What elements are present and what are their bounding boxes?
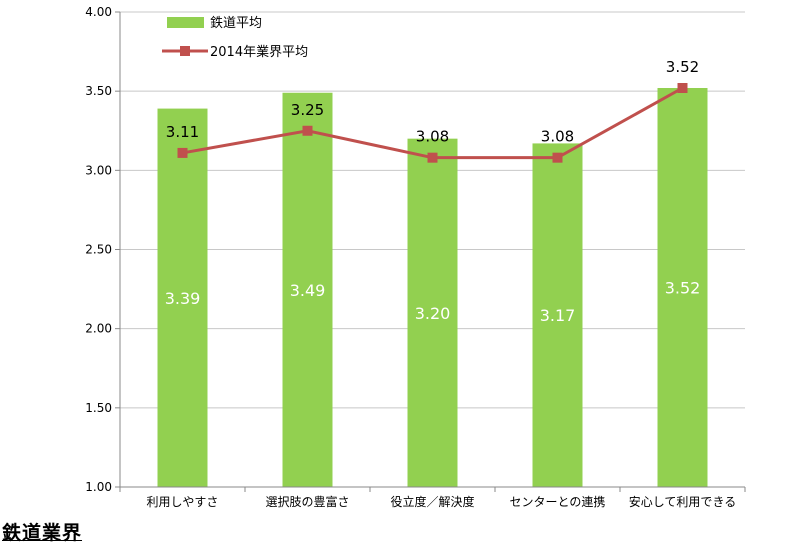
bar-data-label: 3.39	[165, 289, 201, 308]
bar	[532, 143, 583, 487]
line-point	[177, 147, 188, 158]
legend-swatch-bar	[167, 17, 204, 28]
bar	[157, 108, 208, 487]
line-point	[427, 152, 438, 163]
legend: 鉄道平均 2014年業界平均	[162, 16, 308, 60]
y-tick-label: 2.50	[85, 243, 112, 257]
x-tick-label: 安心して利用できる	[629, 494, 736, 509]
bar	[282, 92, 333, 487]
line-point	[552, 152, 563, 163]
line-data-label: 3.52	[666, 58, 699, 76]
bar	[407, 138, 458, 487]
x-axis: 利用しやすさ 選択肢の豊富さ 役立度／解決度 センターとの連携 安心して利用できる	[119, 486, 746, 509]
line-series: 3.11 3.25 3.08 3.08 3.52	[166, 58, 699, 163]
line-point	[302, 125, 313, 136]
line-data-label: 3.11	[166, 123, 199, 141]
x-tick-label: センターとの連携	[510, 494, 606, 509]
legend-swatch-marker	[180, 46, 190, 56]
x-tick-label: 利用しやすさ	[147, 495, 219, 509]
y-tick-label: 1.50	[85, 401, 112, 415]
legend-label-bar: 鉄道平均	[210, 16, 262, 31]
chart: 1.00 1.50 2.00 2.50 3.00 3.50 4.00 3.39 3.49 3.2…	[85, 5, 746, 509]
y-axis: 1.00 1.50 2.00 2.50 3.00 3.50 4.00	[85, 5, 121, 494]
x-tick-label: 選択肢の豊富さ	[265, 494, 349, 509]
legend-label-line: 2014年業界平均	[210, 44, 308, 60]
bar-data-label: 3.52	[665, 279, 701, 298]
bar-data-label: 3.17	[540, 306, 576, 325]
bar-data-label: 3.20	[415, 304, 451, 323]
bar-series: 3.39 3.49 3.20 3.17 3.52	[157, 88, 708, 487]
y-tick-label: 3.50	[85, 84, 112, 98]
y-tick-label: 1.00	[85, 480, 112, 494]
line-data-label: 3.08	[541, 128, 574, 146]
bar-data-label: 3.49	[290, 281, 326, 300]
bar	[657, 88, 708, 487]
y-tick-label: 2.00	[85, 322, 112, 336]
x-tick-label: 役立度／解決度	[390, 494, 474, 509]
y-tick-label: 4.00	[85, 5, 112, 19]
y-tick-label: 3.00	[85, 163, 112, 177]
chart-caption: 鉄道業界	[2, 522, 83, 544]
line-point	[677, 83, 688, 93]
line-data-label: 3.08	[416, 128, 449, 146]
line-data-label: 3.25	[291, 101, 324, 119]
